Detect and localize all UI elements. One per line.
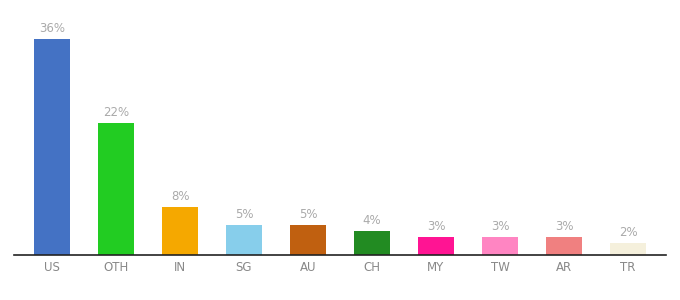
Bar: [611, 243, 645, 255]
Bar: [290, 225, 326, 255]
Bar: [226, 225, 262, 255]
Text: 22%: 22%: [103, 106, 129, 119]
Bar: [163, 207, 198, 255]
Text: 5%: 5%: [235, 208, 253, 221]
Bar: [547, 237, 581, 255]
Text: 5%: 5%: [299, 208, 318, 221]
Text: 3%: 3%: [555, 220, 573, 233]
Bar: [99, 123, 133, 255]
Bar: [418, 237, 454, 255]
Text: 4%: 4%: [362, 214, 381, 227]
Text: 36%: 36%: [39, 22, 65, 35]
Text: 2%: 2%: [619, 226, 637, 239]
Bar: [482, 237, 517, 255]
Bar: [35, 39, 69, 255]
Text: 3%: 3%: [491, 220, 509, 233]
Bar: [354, 231, 390, 255]
Text: 3%: 3%: [427, 220, 445, 233]
Text: 8%: 8%: [171, 190, 189, 203]
